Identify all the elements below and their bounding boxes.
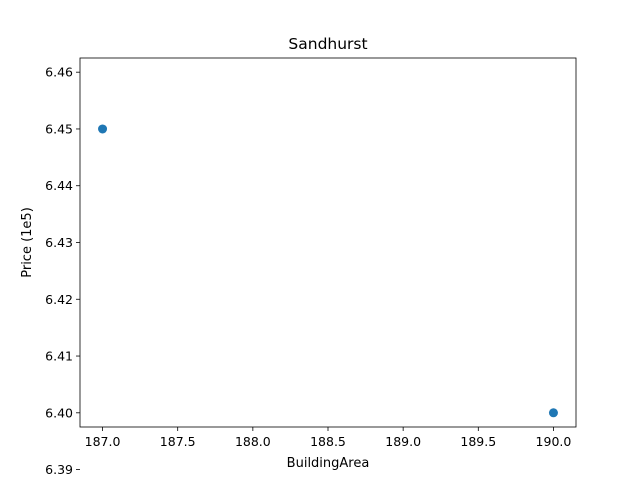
- y-axis-ticks: 6.39 6.40 6.41 6.42 6.43 6.44 6.45 6.46: [45, 65, 80, 477]
- x-tick-label: 188.0: [235, 434, 271, 449]
- y-tick-label: 6.46: [45, 65, 73, 80]
- y-tick-label: 6.43: [45, 235, 73, 250]
- x-tick-label: 189.5: [460, 434, 496, 449]
- y-tick-label: 6.40: [45, 405, 73, 420]
- y-axis-label: Price (1e5): [20, 207, 35, 278]
- chart-title: Sandhurst: [288, 35, 367, 53]
- x-tick-label: 187.0: [85, 434, 121, 449]
- x-tick-label: 187.5: [160, 434, 196, 449]
- x-axis-label: BuildingArea: [287, 456, 370, 471]
- x-axis-ticks: 187.0 187.5 188.0 188.5 189.0 189.5 190.0: [85, 427, 572, 449]
- scatter-point: [548, 408, 558, 418]
- y-tick-label: 6.42: [45, 292, 73, 307]
- scatter-point: [98, 124, 108, 134]
- x-tick-label: 188.5: [310, 434, 346, 449]
- data-points: [98, 124, 558, 418]
- y-tick-label: 6.39: [45, 462, 73, 477]
- y-tick-label: 6.44: [45, 178, 73, 193]
- x-tick-label: 190.0: [536, 434, 572, 449]
- x-tick-label: 189.0: [385, 434, 421, 449]
- y-tick-label: 6.45: [45, 121, 73, 136]
- y-tick-label: 6.41: [45, 349, 73, 364]
